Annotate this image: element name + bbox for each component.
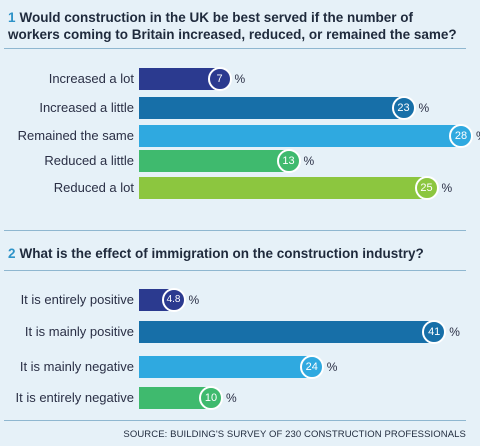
category-label: Reduced a little [44,153,134,168]
percent-sign: % [326,360,338,374]
category-label: Increased a little [39,100,134,115]
question-2-text: What is the effect of immigration on the… [19,246,424,261]
divider [4,230,466,231]
bar [139,356,312,378]
question-1-number: 1 [8,10,16,25]
category-label: It is entirely positive [20,292,134,307]
percent-sign: % [188,293,200,307]
value-label: 24 [299,355,324,379]
value-label: 28 [449,124,473,148]
bar [139,68,220,90]
category-label: It is mainly positive [24,324,134,339]
category-label: Increased a lot [48,71,134,86]
divider [4,270,466,271]
value-label: 4.8 [161,288,186,312]
bar-row: It is mainly positive 41% [0,320,480,344]
percent-sign: % [441,181,453,195]
divider [4,48,466,49]
value-label: 41 [422,320,447,344]
bar-row: Increased a little 23% [0,96,480,120]
bar [139,321,435,343]
value-label: 25 [414,176,439,200]
bar-row: Reduced a little 13% [0,149,480,173]
bar [139,387,211,409]
bar-row: Increased a lot 7% [0,67,480,91]
bar [139,97,404,119]
bar-row: Remained the same 28% [0,124,480,148]
bar-row: It is mainly negative 24% [0,355,480,379]
bar [139,177,427,199]
bar [139,125,461,147]
value-label: 7 [207,67,232,91]
percent-sign: % [226,391,237,405]
bar-row: It is entirely negative 10% [0,386,480,410]
question-2-title: 2 What is the effect of immigration on th… [8,245,468,262]
percent-sign: % [449,325,460,339]
question-1-text: Would construction in the UK be best ser… [8,10,457,42]
percent-sign: % [234,72,246,86]
category-label: It is entirely negative [15,390,134,405]
percent-sign: % [476,124,480,148]
category-label: Reduced a lot [53,180,134,195]
value-label: 13 [276,149,301,173]
value-label: 10 [199,386,223,410]
percent-sign: % [418,101,430,115]
question-1-title: 1 Would construction in the UK be best se… [8,9,468,43]
bar-row: It is entirely positive 4.8% [0,288,480,312]
percent-sign: % [303,154,315,168]
category-label: Remained the same [17,128,134,143]
bar-row: Reduced a lot 25% [0,176,480,200]
divider [4,420,466,421]
bar [139,150,289,172]
question-2-number: 2 [8,246,16,261]
value-label: 23 [391,96,416,120]
category-label: It is mainly negative [19,359,134,374]
source-note: SOURCE: BUILDING'S SURVEY OF 230 CONSTRU… [123,429,466,440]
